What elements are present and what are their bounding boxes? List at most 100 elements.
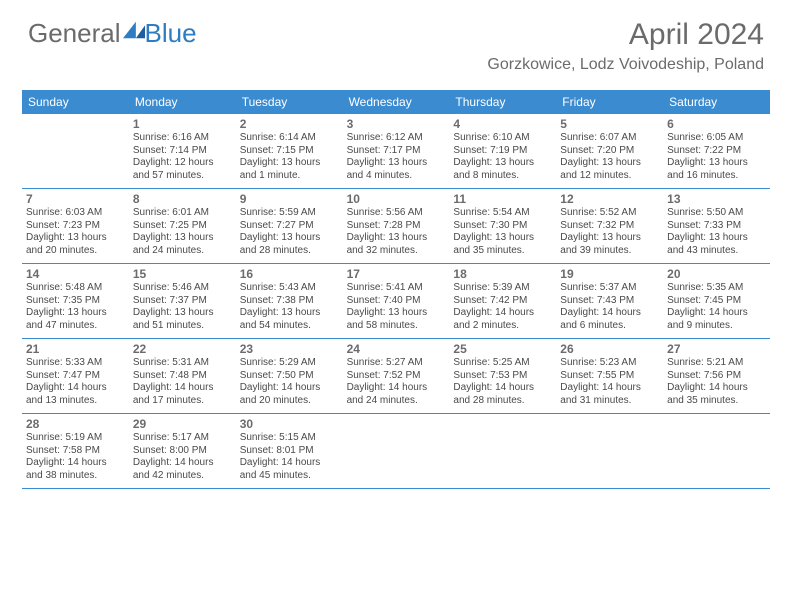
day-info-line: Daylight: 12 hours bbox=[133, 157, 232, 170]
day-info-line: Daylight: 14 hours bbox=[133, 382, 232, 395]
day-info-line: Daylight: 13 hours bbox=[560, 232, 659, 245]
day-info-line: Sunset: 7:52 PM bbox=[347, 370, 446, 383]
day-number: 15 bbox=[133, 267, 232, 281]
dow-cell: Sunday bbox=[22, 90, 129, 114]
day-info-line: and 42 minutes. bbox=[133, 470, 232, 483]
day-info-line: Sunrise: 6:05 AM bbox=[667, 132, 766, 145]
day-number: 6 bbox=[667, 117, 766, 131]
day-info-line: and 24 minutes. bbox=[347, 395, 446, 408]
day-info-line: and 31 minutes. bbox=[560, 395, 659, 408]
day-info-line: Sunset: 7:27 PM bbox=[240, 220, 339, 233]
day-info-line: Sunset: 7:20 PM bbox=[560, 145, 659, 158]
day-cell: 16Sunrise: 5:43 AMSunset: 7:38 PMDayligh… bbox=[236, 264, 343, 338]
day-info-line: and 47 minutes. bbox=[26, 320, 125, 333]
day-number: 24 bbox=[347, 342, 446, 356]
day-cell bbox=[343, 414, 450, 488]
day-info-line: and 35 minutes. bbox=[453, 245, 552, 258]
dow-cell: Monday bbox=[129, 90, 236, 114]
day-info-line: Sunrise: 5:35 AM bbox=[667, 282, 766, 295]
day-info-line: and 8 minutes. bbox=[453, 170, 552, 183]
day-cell bbox=[22, 114, 129, 188]
day-cell: 13Sunrise: 5:50 AMSunset: 7:33 PMDayligh… bbox=[663, 189, 770, 263]
day-number: 16 bbox=[240, 267, 339, 281]
day-cell: 4Sunrise: 6:10 AMSunset: 7:19 PMDaylight… bbox=[449, 114, 556, 188]
week-row: 21Sunrise: 5:33 AMSunset: 7:47 PMDayligh… bbox=[22, 339, 770, 414]
day-info-line: Sunset: 7:23 PM bbox=[26, 220, 125, 233]
location-text: Gorzkowice, Lodz Voivodeship, Poland bbox=[487, 56, 764, 74]
day-info-line: and 1 minute. bbox=[240, 170, 339, 183]
day-info-line: Daylight: 14 hours bbox=[240, 382, 339, 395]
day-number: 27 bbox=[667, 342, 766, 356]
dow-cell: Tuesday bbox=[236, 90, 343, 114]
day-info-line: and 6 minutes. bbox=[560, 320, 659, 333]
day-cell: 11Sunrise: 5:54 AMSunset: 7:30 PMDayligh… bbox=[449, 189, 556, 263]
day-info-line: Sunrise: 5:46 AM bbox=[133, 282, 232, 295]
day-info-line: Sunset: 7:15 PM bbox=[240, 145, 339, 158]
day-info-line: and 20 minutes. bbox=[240, 395, 339, 408]
day-cell bbox=[556, 414, 663, 488]
day-cell: 15Sunrise: 5:46 AMSunset: 7:37 PMDayligh… bbox=[129, 264, 236, 338]
day-info-line: Sunset: 7:14 PM bbox=[133, 145, 232, 158]
day-info-line: Sunrise: 5:50 AM bbox=[667, 207, 766, 220]
weeks-container: 1Sunrise: 6:16 AMSunset: 7:14 PMDaylight… bbox=[22, 114, 770, 489]
day-info-line: Sunset: 7:30 PM bbox=[453, 220, 552, 233]
day-cell: 8Sunrise: 6:01 AMSunset: 7:25 PMDaylight… bbox=[129, 189, 236, 263]
day-info-line: Daylight: 13 hours bbox=[667, 232, 766, 245]
day-info-line: Daylight: 14 hours bbox=[667, 307, 766, 320]
day-info-line: Sunset: 7:32 PM bbox=[560, 220, 659, 233]
dow-cell: Thursday bbox=[449, 90, 556, 114]
day-number: 14 bbox=[26, 267, 125, 281]
day-cell: 10Sunrise: 5:56 AMSunset: 7:28 PMDayligh… bbox=[343, 189, 450, 263]
day-number: 5 bbox=[560, 117, 659, 131]
day-info-line: Daylight: 13 hours bbox=[667, 157, 766, 170]
dow-cell: Friday bbox=[556, 90, 663, 114]
day-info-line: and 2 minutes. bbox=[453, 320, 552, 333]
day-info-line: Sunrise: 5:27 AM bbox=[347, 357, 446, 370]
day-cell: 24Sunrise: 5:27 AMSunset: 7:52 PMDayligh… bbox=[343, 339, 450, 413]
day-info-line: Sunrise: 5:39 AM bbox=[453, 282, 552, 295]
day-info-line: and 12 minutes. bbox=[560, 170, 659, 183]
day-info-line: Sunset: 7:35 PM bbox=[26, 295, 125, 308]
day-info-line: Sunset: 7:50 PM bbox=[240, 370, 339, 383]
day-cell: 22Sunrise: 5:31 AMSunset: 7:48 PMDayligh… bbox=[129, 339, 236, 413]
day-number: 17 bbox=[347, 267, 446, 281]
day-info-line: and 9 minutes. bbox=[667, 320, 766, 333]
day-info-line: Daylight: 13 hours bbox=[347, 157, 446, 170]
day-info-line: and 24 minutes. bbox=[133, 245, 232, 258]
day-info-line: Daylight: 13 hours bbox=[453, 157, 552, 170]
day-info-line: Sunrise: 5:59 AM bbox=[240, 207, 339, 220]
day-info-line: Daylight: 14 hours bbox=[347, 382, 446, 395]
day-info-line: Sunrise: 5:31 AM bbox=[133, 357, 232, 370]
month-title: April 2024 bbox=[487, 18, 764, 52]
day-info-line: Sunset: 7:43 PM bbox=[560, 295, 659, 308]
day-info-line: Daylight: 13 hours bbox=[453, 232, 552, 245]
day-info-line: Sunrise: 5:48 AM bbox=[26, 282, 125, 295]
day-info-line: Daylight: 13 hours bbox=[240, 232, 339, 245]
day-info-line: Sunrise: 5:37 AM bbox=[560, 282, 659, 295]
day-cell: 27Sunrise: 5:21 AMSunset: 7:56 PMDayligh… bbox=[663, 339, 770, 413]
day-cell bbox=[663, 414, 770, 488]
day-info-line: Sunset: 7:22 PM bbox=[667, 145, 766, 158]
day-info-line: Sunset: 7:42 PM bbox=[453, 295, 552, 308]
day-number: 20 bbox=[667, 267, 766, 281]
day-number: 18 bbox=[453, 267, 552, 281]
day-info-line: Daylight: 13 hours bbox=[133, 232, 232, 245]
day-info-line: Sunset: 7:53 PM bbox=[453, 370, 552, 383]
day-info-line: and 17 minutes. bbox=[133, 395, 232, 408]
day-info-line: Sunrise: 6:10 AM bbox=[453, 132, 552, 145]
day-info-line: and 38 minutes. bbox=[26, 470, 125, 483]
day-number: 11 bbox=[453, 192, 552, 206]
day-cell: 12Sunrise: 5:52 AMSunset: 7:32 PMDayligh… bbox=[556, 189, 663, 263]
day-info-line: Sunrise: 5:54 AM bbox=[453, 207, 552, 220]
day-info-line: Sunrise: 6:14 AM bbox=[240, 132, 339, 145]
day-cell: 28Sunrise: 5:19 AMSunset: 7:58 PMDayligh… bbox=[22, 414, 129, 488]
day-cell: 23Sunrise: 5:29 AMSunset: 7:50 PMDayligh… bbox=[236, 339, 343, 413]
day-cell: 17Sunrise: 5:41 AMSunset: 7:40 PMDayligh… bbox=[343, 264, 450, 338]
page-header: General Blue April 2024 Gorzkowice, Lodz… bbox=[0, 0, 792, 80]
logo-word-2: Blue bbox=[145, 18, 197, 49]
day-info-line: and 16 minutes. bbox=[667, 170, 766, 183]
day-info-line: Sunrise: 5:19 AM bbox=[26, 432, 125, 445]
day-cell: 29Sunrise: 5:17 AMSunset: 8:00 PMDayligh… bbox=[129, 414, 236, 488]
day-number: 21 bbox=[26, 342, 125, 356]
day-cell: 20Sunrise: 5:35 AMSunset: 7:45 PMDayligh… bbox=[663, 264, 770, 338]
